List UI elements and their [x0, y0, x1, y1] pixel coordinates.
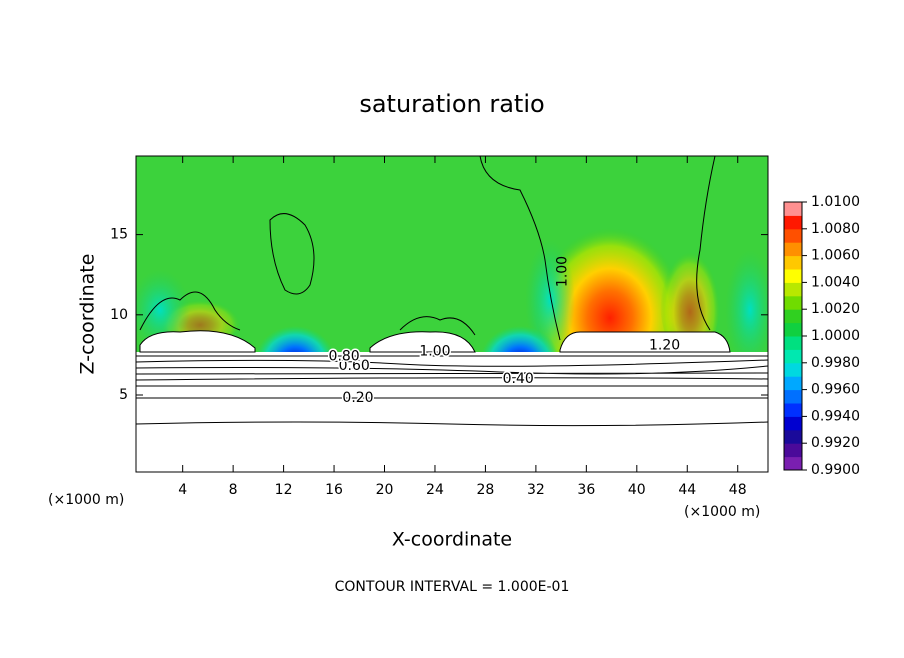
colorbar-tick-label: 1.0040	[811, 274, 860, 290]
colorbar-band	[784, 443, 802, 458]
colorbar-band	[784, 429, 802, 444]
contour-label: 0.40	[503, 371, 534, 387]
y-tick-label: 15	[110, 227, 128, 243]
x-tick-label: 40	[628, 482, 646, 498]
contour-label: 1.00	[554, 256, 570, 287]
plot-frame	[135, 155, 769, 473]
x-tick-label: 12	[275, 482, 293, 498]
colorbar-band	[784, 269, 802, 283]
x-tick-label: 48	[729, 482, 747, 498]
y-tick-label: 10	[110, 307, 128, 323]
x-unit: (×1000 m)	[48, 492, 124, 508]
colorbar-tick-label: 0.9960	[811, 382, 860, 398]
colorbar-band	[784, 336, 802, 350]
colorbar-band	[784, 456, 802, 471]
colorbar-band	[784, 215, 802, 230]
y-axis-label: Z-coordinate	[77, 254, 99, 375]
colorbar-tick-label: 1.0020	[811, 301, 860, 317]
x-tick-label: 36	[577, 482, 595, 498]
x-tick-label: 28	[477, 482, 495, 498]
colorbar-band	[784, 416, 802, 431]
colorbar-tick-label: 0.9940	[811, 408, 860, 424]
x-tick-label: 4	[178, 482, 187, 498]
colorbar-tick-label: 1.0000	[811, 328, 860, 344]
colorbar-tick-label: 0.9980	[811, 355, 860, 371]
y-tick-label: 5	[119, 387, 128, 403]
colorbar-band	[784, 282, 802, 297]
field	[136, 156, 768, 472]
colorbar-band	[784, 202, 802, 216]
x-axis-label: X-coordinate	[392, 529, 512, 551]
colorbar-band	[784, 295, 802, 310]
colorbar-band	[784, 389, 802, 404]
colorbar-band	[784, 242, 802, 257]
colorbar-band	[784, 228, 802, 243]
colorbar-tick-label: 1.0100	[811, 194, 860, 210]
x-tick-label: 32	[527, 482, 545, 498]
colorbar-band	[784, 309, 802, 324]
colorbar-tick-label: 0.9920	[811, 435, 860, 451]
x-unit: (×1000 m)	[684, 504, 760, 520]
colorbar-band	[784, 349, 802, 364]
colorbar-band	[784, 255, 802, 270]
x-tick-label: 44	[678, 482, 696, 498]
footer: CONTOUR INTERVAL = 1.000E-01	[335, 579, 570, 595]
x-tick-label: 16	[325, 482, 343, 498]
colorbar-tick-label: 0.9900	[811, 462, 860, 478]
x-tick-label: 8	[229, 482, 238, 498]
contour-label: 1.20	[649, 337, 680, 353]
colorbar-band	[784, 376, 802, 391]
contour-label: 0.20	[342, 390, 373, 406]
colorbar-tick-label: 1.0080	[811, 221, 860, 237]
contour-label: 0.80	[329, 349, 360, 365]
x-tick-label: 20	[376, 482, 394, 498]
colorbar-band	[784, 403, 802, 417]
contour-label: 0.60	[339, 358, 370, 374]
contour-label: 1.00	[419, 344, 450, 360]
colorbar-band	[784, 322, 802, 337]
chart-title: saturation ratio	[359, 90, 544, 118]
x-tick-label: 24	[426, 482, 444, 498]
colorbar-band	[784, 362, 802, 377]
colorbar-tick-label: 1.0060	[811, 248, 860, 264]
